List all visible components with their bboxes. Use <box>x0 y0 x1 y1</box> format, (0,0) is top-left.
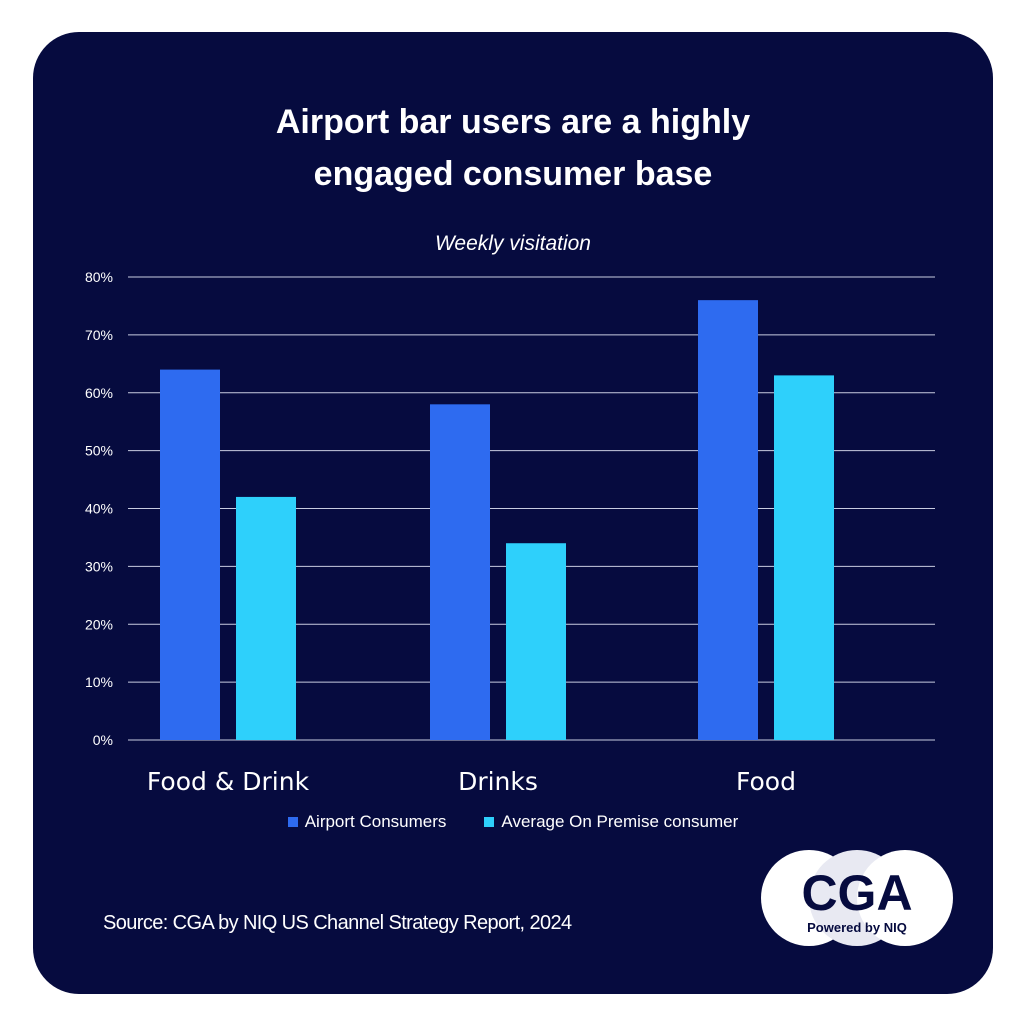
y-tick-label: 40% <box>85 501 113 517</box>
y-tick-label: 60% <box>85 385 113 401</box>
bar-average <box>236 496 296 740</box>
x-tick-label: Food & Drink <box>147 767 310 796</box>
page-title: Airport bar users are a highly engaged c… <box>33 96 993 200</box>
chart-legend: Airport Consumers Average On Premise con… <box>33 812 993 832</box>
legend-label-airport: Airport Consumers <box>304 812 447 831</box>
y-tick-label: 50% <box>85 443 113 459</box>
y-tick-label: 70% <box>85 327 113 343</box>
chart-subtitle: Weekly visitation <box>434 232 591 255</box>
logo-circle-right <box>857 850 953 946</box>
cga-logo: CGA Powered by NIQ <box>761 850 953 946</box>
legend-label-average: Average On Premise consumer <box>501 812 739 831</box>
source-note: Source: CGA by NIQ US Channel Strategy R… <box>103 912 572 934</box>
legend-item-airport: Airport Consumers <box>287 812 447 832</box>
y-tick-label: 10% <box>85 674 113 690</box>
bar-airport <box>160 369 220 740</box>
x-tick-label: Food <box>736 767 796 796</box>
x-tick-label: Drinks <box>458 767 538 796</box>
bar-average <box>506 543 566 740</box>
logo-text: CGA <box>801 865 912 921</box>
legend-item-average: Average On Premise consumer <box>484 812 738 832</box>
bar-airport <box>698 300 758 740</box>
legend-swatch-average <box>484 817 495 827</box>
y-tick-label: 20% <box>85 616 113 632</box>
title-line-1: Airport bar users are a highly <box>275 103 751 141</box>
bar-chart: 0% 10% 20% 30% 40% 50% 60% 70% 80% Food & Drink Dr… <box>85 269 935 796</box>
logo-tagline: Powered by NIQ <box>807 920 907 935</box>
y-tick-label: 0% <box>93 732 113 748</box>
chart-card: Airport bar users are a highly engaged c… <box>33 32 993 994</box>
bar-average <box>774 375 834 740</box>
y-tick-label: 30% <box>85 558 113 574</box>
y-tick-label: 80% <box>85 269 113 285</box>
bar-airport <box>430 404 490 740</box>
legend-swatch-airport <box>287 817 298 827</box>
title-line-2: engaged consumer base <box>313 155 713 193</box>
